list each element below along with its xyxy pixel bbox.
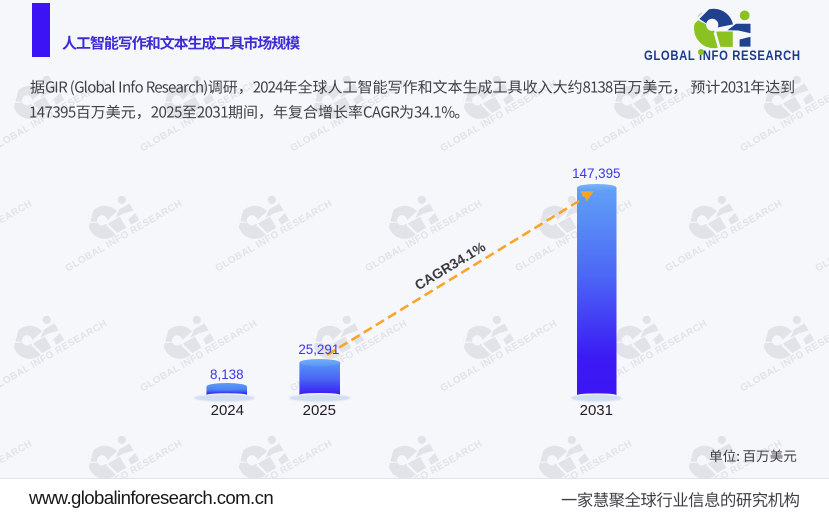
svg-text:CAGR34.1%: CAGR34.1% — [412, 239, 488, 293]
